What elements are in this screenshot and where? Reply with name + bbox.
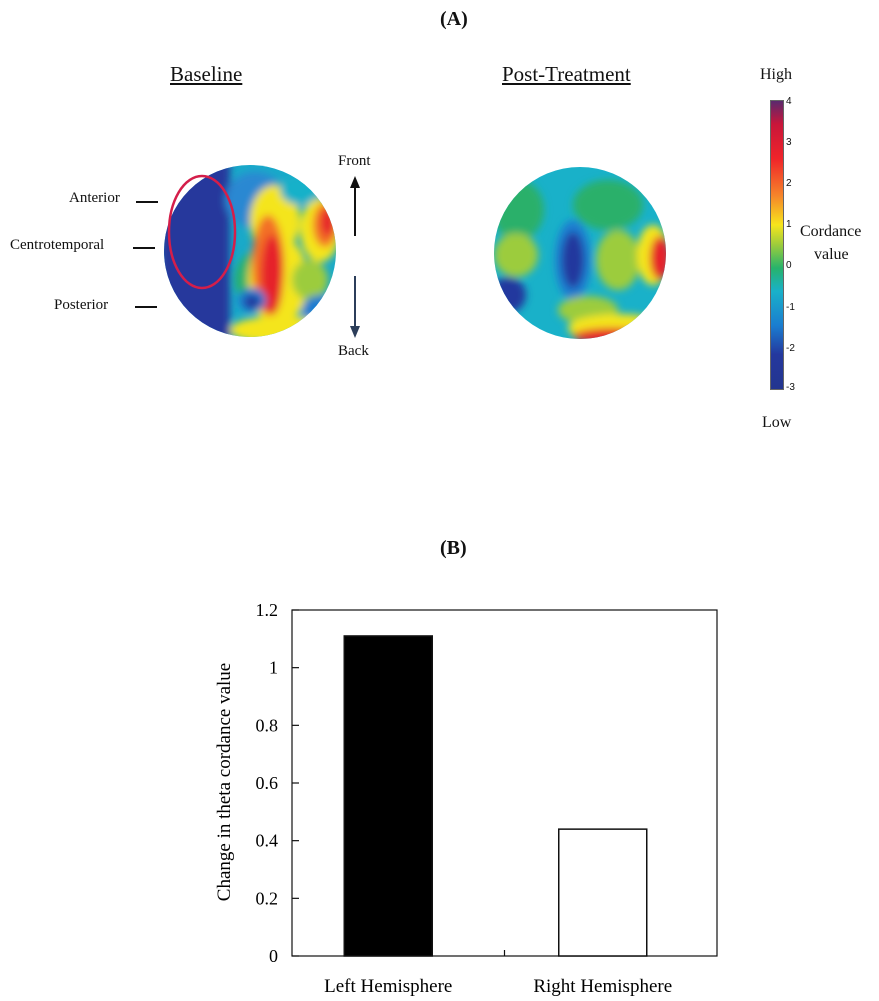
bar-chart: 0 0.2 0.4 0.6 0.8 1 1.2 Left Hemisphere Right H… bbox=[214, 600, 718, 997]
post-treatment-title: Post-Treatment bbox=[502, 62, 631, 86]
baseline-topomap bbox=[164, 165, 336, 337]
y-tick-label: 0.8 bbox=[256, 715, 279, 735]
anterior-label: Anterior bbox=[69, 190, 120, 206]
colorbar-high-label: High bbox=[760, 66, 792, 83]
post-treatment-topomap bbox=[494, 167, 666, 339]
y-tick-label: 1 bbox=[269, 658, 278, 678]
y-tick-label: 0.4 bbox=[256, 831, 279, 851]
x-tick-label: Left Hemisphere bbox=[324, 976, 452, 997]
centrotemporal-label: Centrotemporal bbox=[10, 237, 105, 253]
y-tick-label: 0 bbox=[269, 946, 278, 966]
front-label: Front bbox=[338, 153, 371, 169]
colorbar-tick-minus-2: -2 bbox=[786, 343, 795, 354]
colorbar-tick-3: 3 bbox=[786, 137, 792, 148]
back-label: Back bbox=[338, 343, 369, 359]
y-tick-label: 1.2 bbox=[256, 600, 279, 620]
colorbar-tick-minus-3: -3 bbox=[786, 382, 795, 393]
bar-right-hemisphere bbox=[558, 828, 648, 957]
colorbar-tick-2: 2 bbox=[786, 178, 792, 189]
colorbar-title-line1: Cordance bbox=[800, 223, 862, 240]
panel-b-label: (B) bbox=[440, 537, 467, 559]
y-axis-label: Change in theta cordance value bbox=[214, 663, 235, 901]
colorbar-tick-1: 1 bbox=[786, 219, 792, 230]
anterior-leader-line bbox=[136, 201, 158, 203]
colorbar-title-line2: value bbox=[814, 246, 849, 263]
colorbar-low-label: Low bbox=[762, 414, 792, 431]
bars bbox=[343, 635, 648, 957]
posterior-leader-line bbox=[135, 306, 157, 308]
centrotemporal-leader-line bbox=[133, 247, 155, 249]
x-tick-label: Right Hemisphere bbox=[533, 976, 672, 997]
y-tick-label: 0.6 bbox=[256, 773, 279, 793]
y-axis-ticks: 0 0.2 0.4 0.6 0.8 1 1.2 bbox=[256, 600, 299, 966]
post-map-fill bbox=[494, 167, 666, 339]
x-axis-labels: Left Hemisphere Right Hemisphere bbox=[324, 950, 672, 997]
colorbar-tick-minus-1: -1 bbox=[786, 302, 795, 313]
y-tick-label: 0.2 bbox=[256, 888, 279, 908]
panel-a-label: (A) bbox=[440, 8, 468, 30]
baseline-map-fill bbox=[164, 165, 336, 337]
colorbar bbox=[770, 100, 784, 390]
bar-left-hemisphere bbox=[343, 635, 433, 957]
back-arrow-icon bbox=[350, 276, 360, 338]
baseline-title: Baseline bbox=[170, 62, 243, 86]
highlight-ellipse bbox=[167, 174, 237, 290]
front-arrow-icon bbox=[350, 176, 360, 236]
colorbar-tick-0: 0 bbox=[786, 260, 792, 271]
posterior-label: Posterior bbox=[54, 297, 109, 313]
colorbar-tick-4: 4 bbox=[786, 96, 792, 107]
